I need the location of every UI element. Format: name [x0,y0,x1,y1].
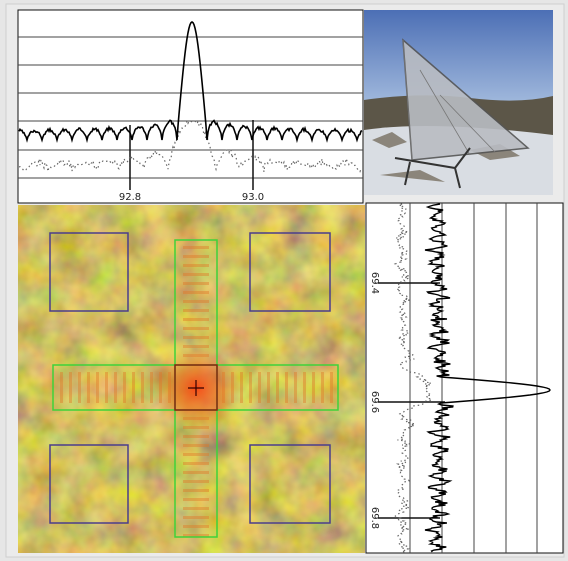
stripe [249,372,252,403]
stripe [258,372,261,403]
stripe [183,498,209,501]
stripe [114,372,117,403]
stripe [183,480,209,483]
stripe [183,336,209,339]
stripe [183,471,209,474]
photo [364,10,553,195]
stripe [183,507,209,510]
top-plot: 92.8 93.0 [18,10,363,203]
stripe [183,300,209,303]
stripe [60,372,63,403]
figure: 92.8 93.0 [0,0,568,561]
stripe [183,309,209,312]
stripe [183,291,209,294]
stripe [294,372,297,403]
stripe [183,264,209,267]
heatmap [18,205,365,553]
stripe [183,462,209,465]
stripe [330,372,333,403]
stripe [183,255,209,258]
stripe [276,372,279,403]
stripe [183,282,209,285]
stripe [312,372,315,403]
stripe [123,372,126,403]
x-tick-label: 92.8 [119,192,141,203]
stripe [183,435,209,438]
stripe [183,318,209,321]
stripe [321,372,324,403]
stripe [183,525,209,528]
stripe [69,372,72,403]
stripe [78,372,81,403]
y-tick-label: 69.4 [369,272,380,294]
stripe [285,372,288,403]
stripe [183,444,209,447]
stripe [87,372,90,403]
stripe [183,516,209,519]
stripe [183,453,209,456]
y-tick-label: 69.6 [369,391,380,413]
stripe [183,273,209,276]
plot-area [18,10,363,203]
stripe [96,372,99,403]
stripe [141,372,144,403]
stripe [183,246,209,249]
stripe [267,372,270,403]
x-tick-label: 93.0 [242,192,264,203]
right-plot: 69.4 69.6 69.8 [366,203,563,553]
stripe [303,372,306,403]
plot-area [366,203,563,553]
stripe [183,489,209,492]
y-tick-label: 69.8 [369,507,380,529]
stripe [105,372,108,403]
stripe [132,372,135,403]
stripe [183,327,209,330]
